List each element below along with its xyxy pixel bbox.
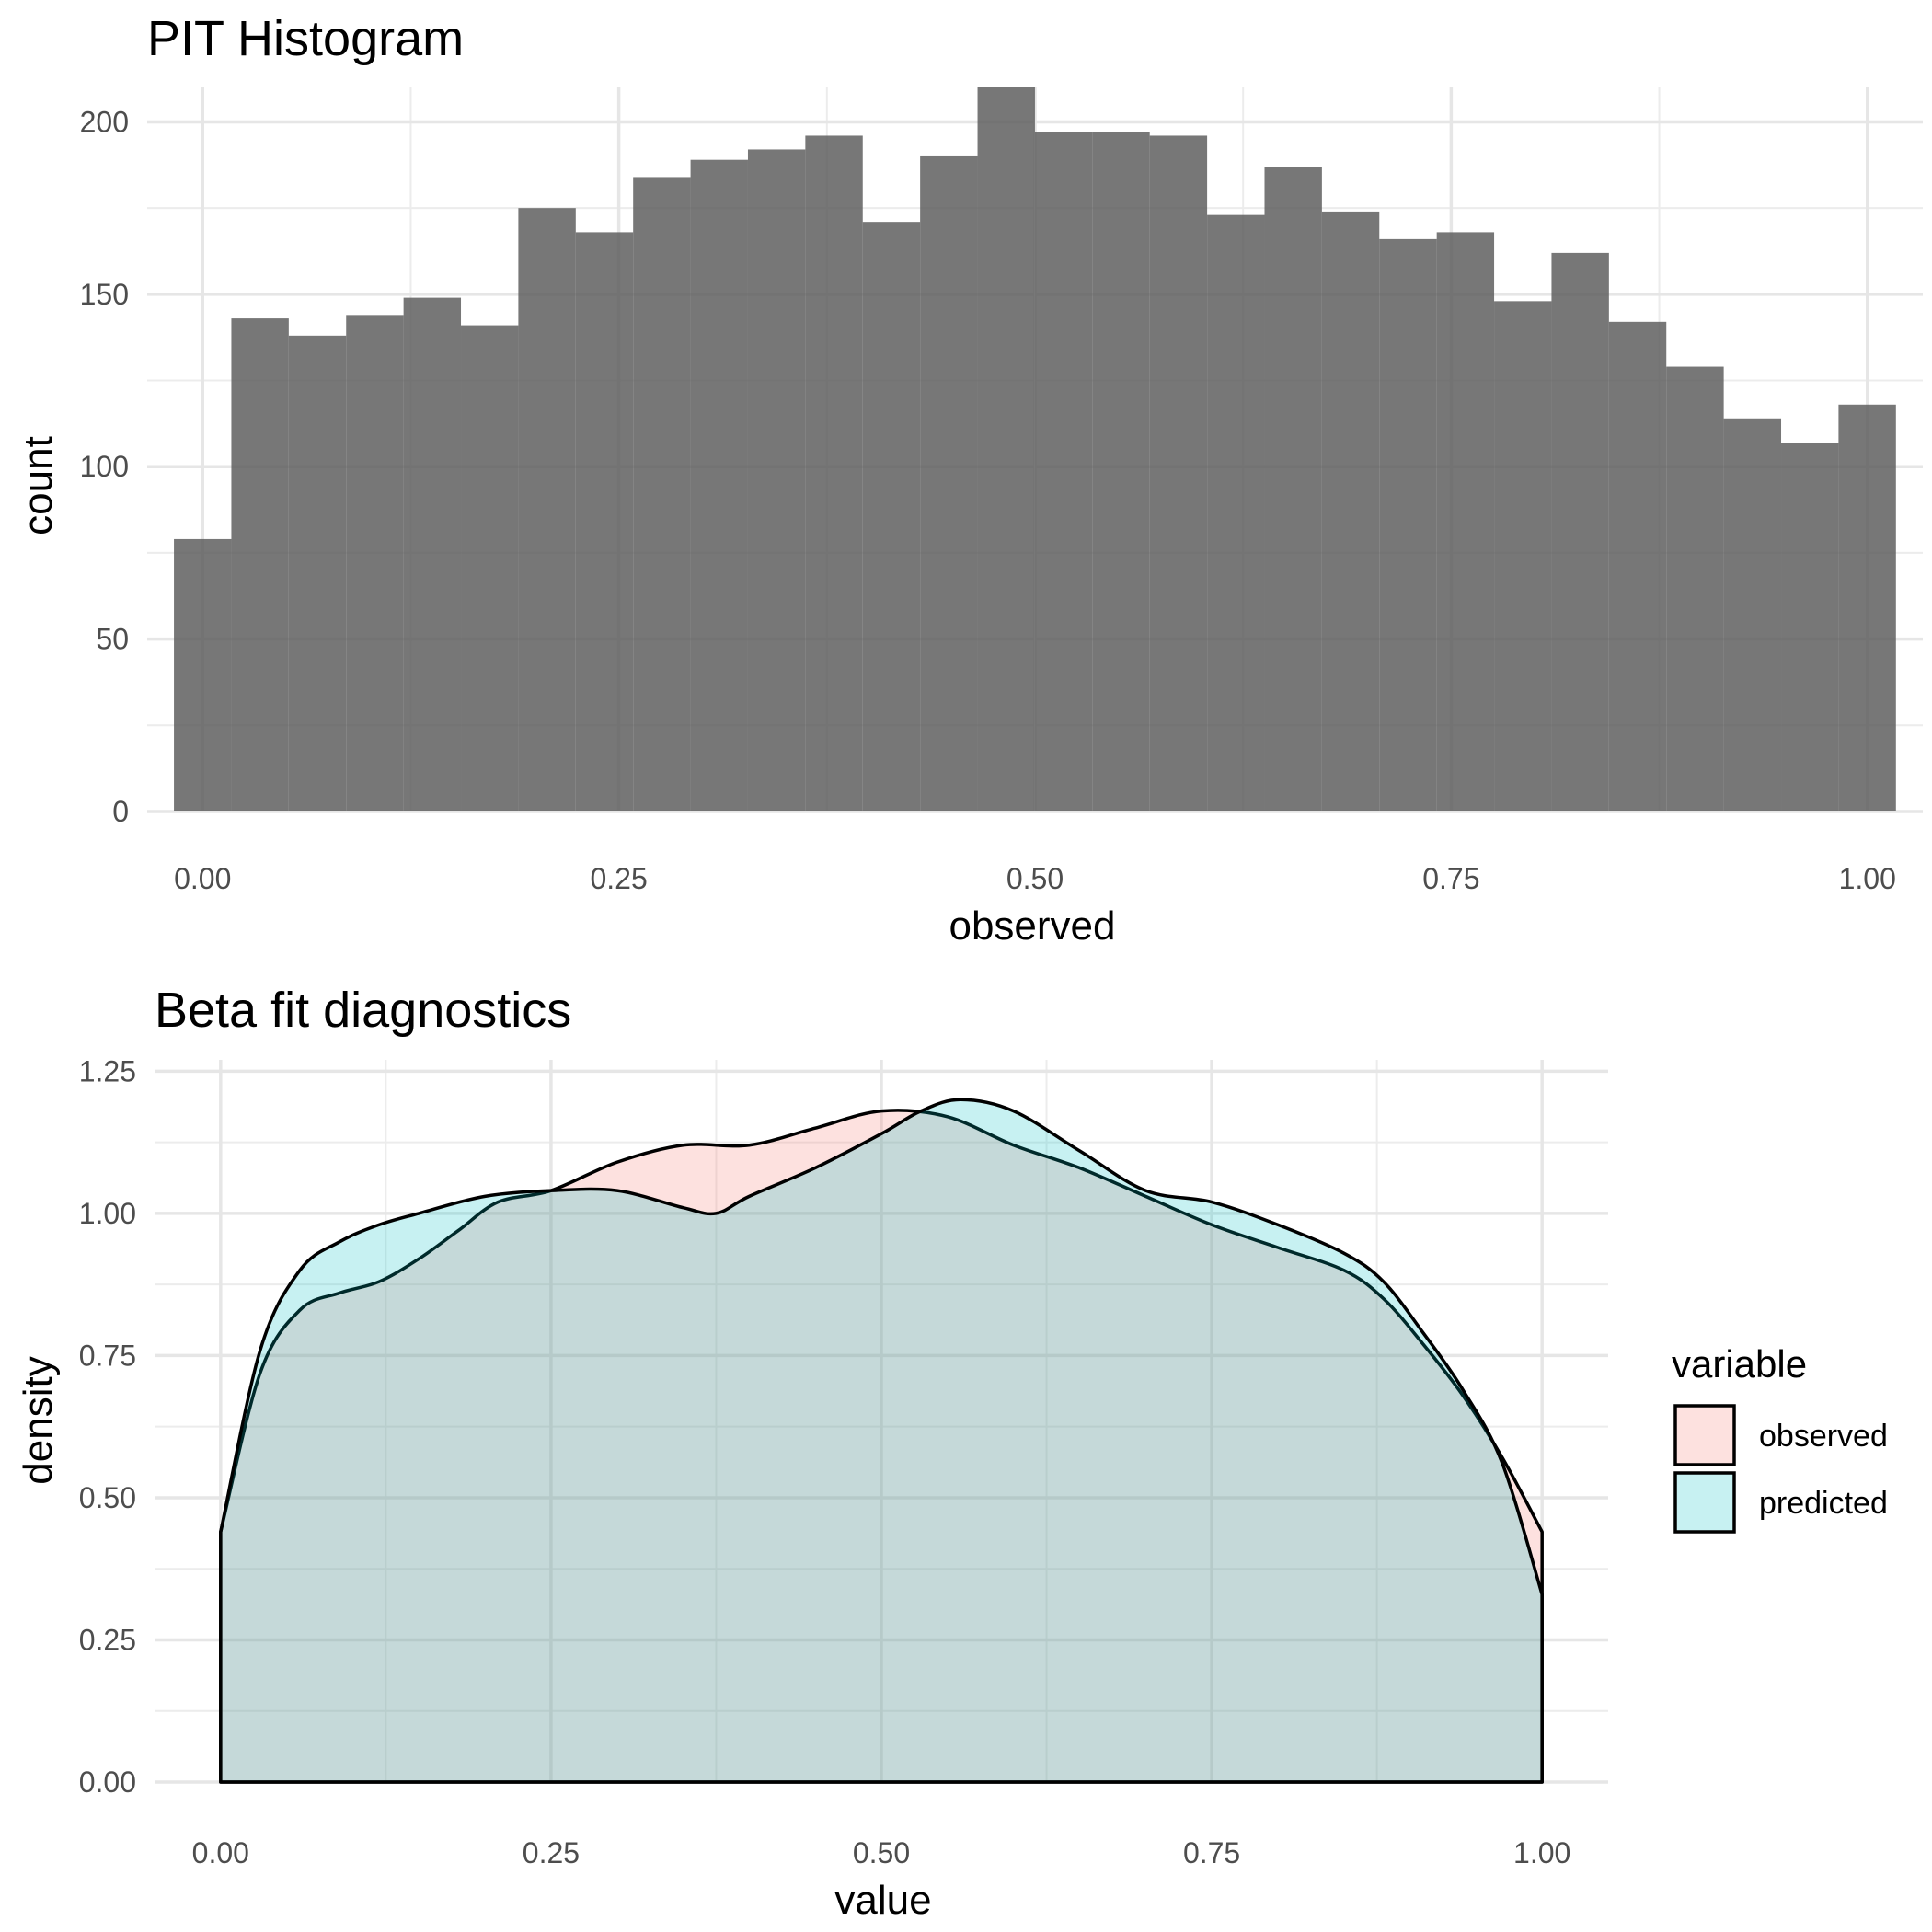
histogram-bar xyxy=(1149,135,1208,811)
pit-histogram-panel: PIT Histogram 0.00 0.25 0.50 0.75 1.00 0 50 100… xyxy=(16,11,1923,949)
y-tick-label: 150 xyxy=(80,278,129,311)
pit-histogram-ticks: 0.00 0.25 0.50 0.75 1.00 0 50 100 150 200 xyxy=(80,105,1896,895)
legend-key-bg xyxy=(1674,1472,1735,1533)
histogram-bar xyxy=(461,325,519,812)
x-tick-label: 0.00 xyxy=(174,862,231,895)
histogram-bar xyxy=(1723,418,1782,811)
histogram-bar xyxy=(1838,404,1896,811)
pit-histogram-x-axis-title: observed xyxy=(949,903,1115,949)
y-tick-label: 200 xyxy=(80,105,129,138)
beta-fit-legend: variable observed predicted xyxy=(1672,1342,1888,1534)
pit-histogram-title: PIT Histogram xyxy=(147,11,464,66)
legend-key-predicted xyxy=(1673,1471,1736,1534)
y-tick-label: 0.00 xyxy=(79,1765,136,1799)
histogram-bar xyxy=(1436,232,1495,811)
histogram-bar xyxy=(403,297,462,812)
density-area-predicted xyxy=(219,1098,1544,1784)
x-tick-label: 0.75 xyxy=(1183,1836,1240,1869)
histogram-bar xyxy=(231,318,289,812)
y-tick-label: 0.75 xyxy=(79,1339,136,1372)
y-tick-label: 0.50 xyxy=(79,1481,136,1514)
histogram-bar xyxy=(920,155,978,811)
histogram-bar xyxy=(1551,252,1609,811)
legend-key-observed xyxy=(1673,1404,1736,1466)
y-tick-label: 1.25 xyxy=(79,1054,136,1087)
x-tick-label: 0.50 xyxy=(853,1836,910,1869)
legend-title: variable xyxy=(1672,1342,1807,1386)
histogram-bar xyxy=(1207,214,1265,811)
histogram-bar xyxy=(862,222,921,811)
histogram-bar xyxy=(1608,321,1667,811)
histogram-bar xyxy=(288,335,347,811)
density-area-observed xyxy=(219,1109,1544,1784)
beta-fit-panel: Beta fit diagnostics 0.00 0.25 0.50 0.75 1.0… xyxy=(16,983,1888,1923)
legend-key-bg xyxy=(1674,1405,1735,1466)
x-tick-label: 1.00 xyxy=(1513,1836,1570,1869)
x-tick-label: 0.75 xyxy=(1422,862,1479,895)
x-tick-label: 0.25 xyxy=(590,862,647,895)
histogram-bar xyxy=(1781,443,1839,811)
y-tick-label: 0 xyxy=(112,795,129,828)
histogram-bar xyxy=(1321,211,1380,811)
histogram-bar xyxy=(633,177,691,811)
beta-fit-ticks: 0.00 0.25 0.50 0.75 1.00 0.00 0.25 0.50 0.75 1.00… xyxy=(79,1054,1571,1869)
x-tick-label: 0.00 xyxy=(192,1836,249,1869)
y-tick-label: 0.25 xyxy=(79,1623,136,1656)
histogram-bar xyxy=(174,538,232,811)
legend-label-observed: observed xyxy=(1759,1419,1888,1454)
y-tick-label: 1.00 xyxy=(79,1197,136,1230)
y-tick-label: 50 xyxy=(96,623,129,656)
histogram-bar xyxy=(575,232,634,811)
histogram-bar xyxy=(747,149,806,811)
legend-label-predicted: predicted xyxy=(1759,1486,1888,1521)
beta-fit-density-areas xyxy=(219,1098,1544,1784)
x-tick-label: 1.00 xyxy=(1839,862,1896,895)
histogram-bar xyxy=(1034,132,1093,811)
x-tick-label: 0.50 xyxy=(1006,862,1064,895)
pit-histogram-y-axis-title: count xyxy=(16,436,61,535)
histogram-bar xyxy=(346,315,404,811)
pit-histogram-bars xyxy=(174,87,1896,812)
beta-fit-y-axis-title: density xyxy=(16,1356,61,1484)
x-tick-label: 0.25 xyxy=(523,1836,580,1869)
histogram-bar xyxy=(1666,366,1724,811)
y-tick-label: 100 xyxy=(80,450,129,483)
histogram-bar xyxy=(1494,301,1552,811)
histogram-bar xyxy=(690,159,748,811)
beta-fit-x-axis-title: value xyxy=(834,1878,931,1923)
histogram-bar xyxy=(977,87,1035,811)
histogram-bar xyxy=(805,135,863,811)
beta-fit-title: Beta fit diagnostics xyxy=(155,983,571,1038)
histogram-bar xyxy=(1264,167,1322,811)
histogram-bar xyxy=(1379,238,1437,811)
histogram-bar xyxy=(1092,132,1150,811)
histogram-bar xyxy=(518,208,576,811)
